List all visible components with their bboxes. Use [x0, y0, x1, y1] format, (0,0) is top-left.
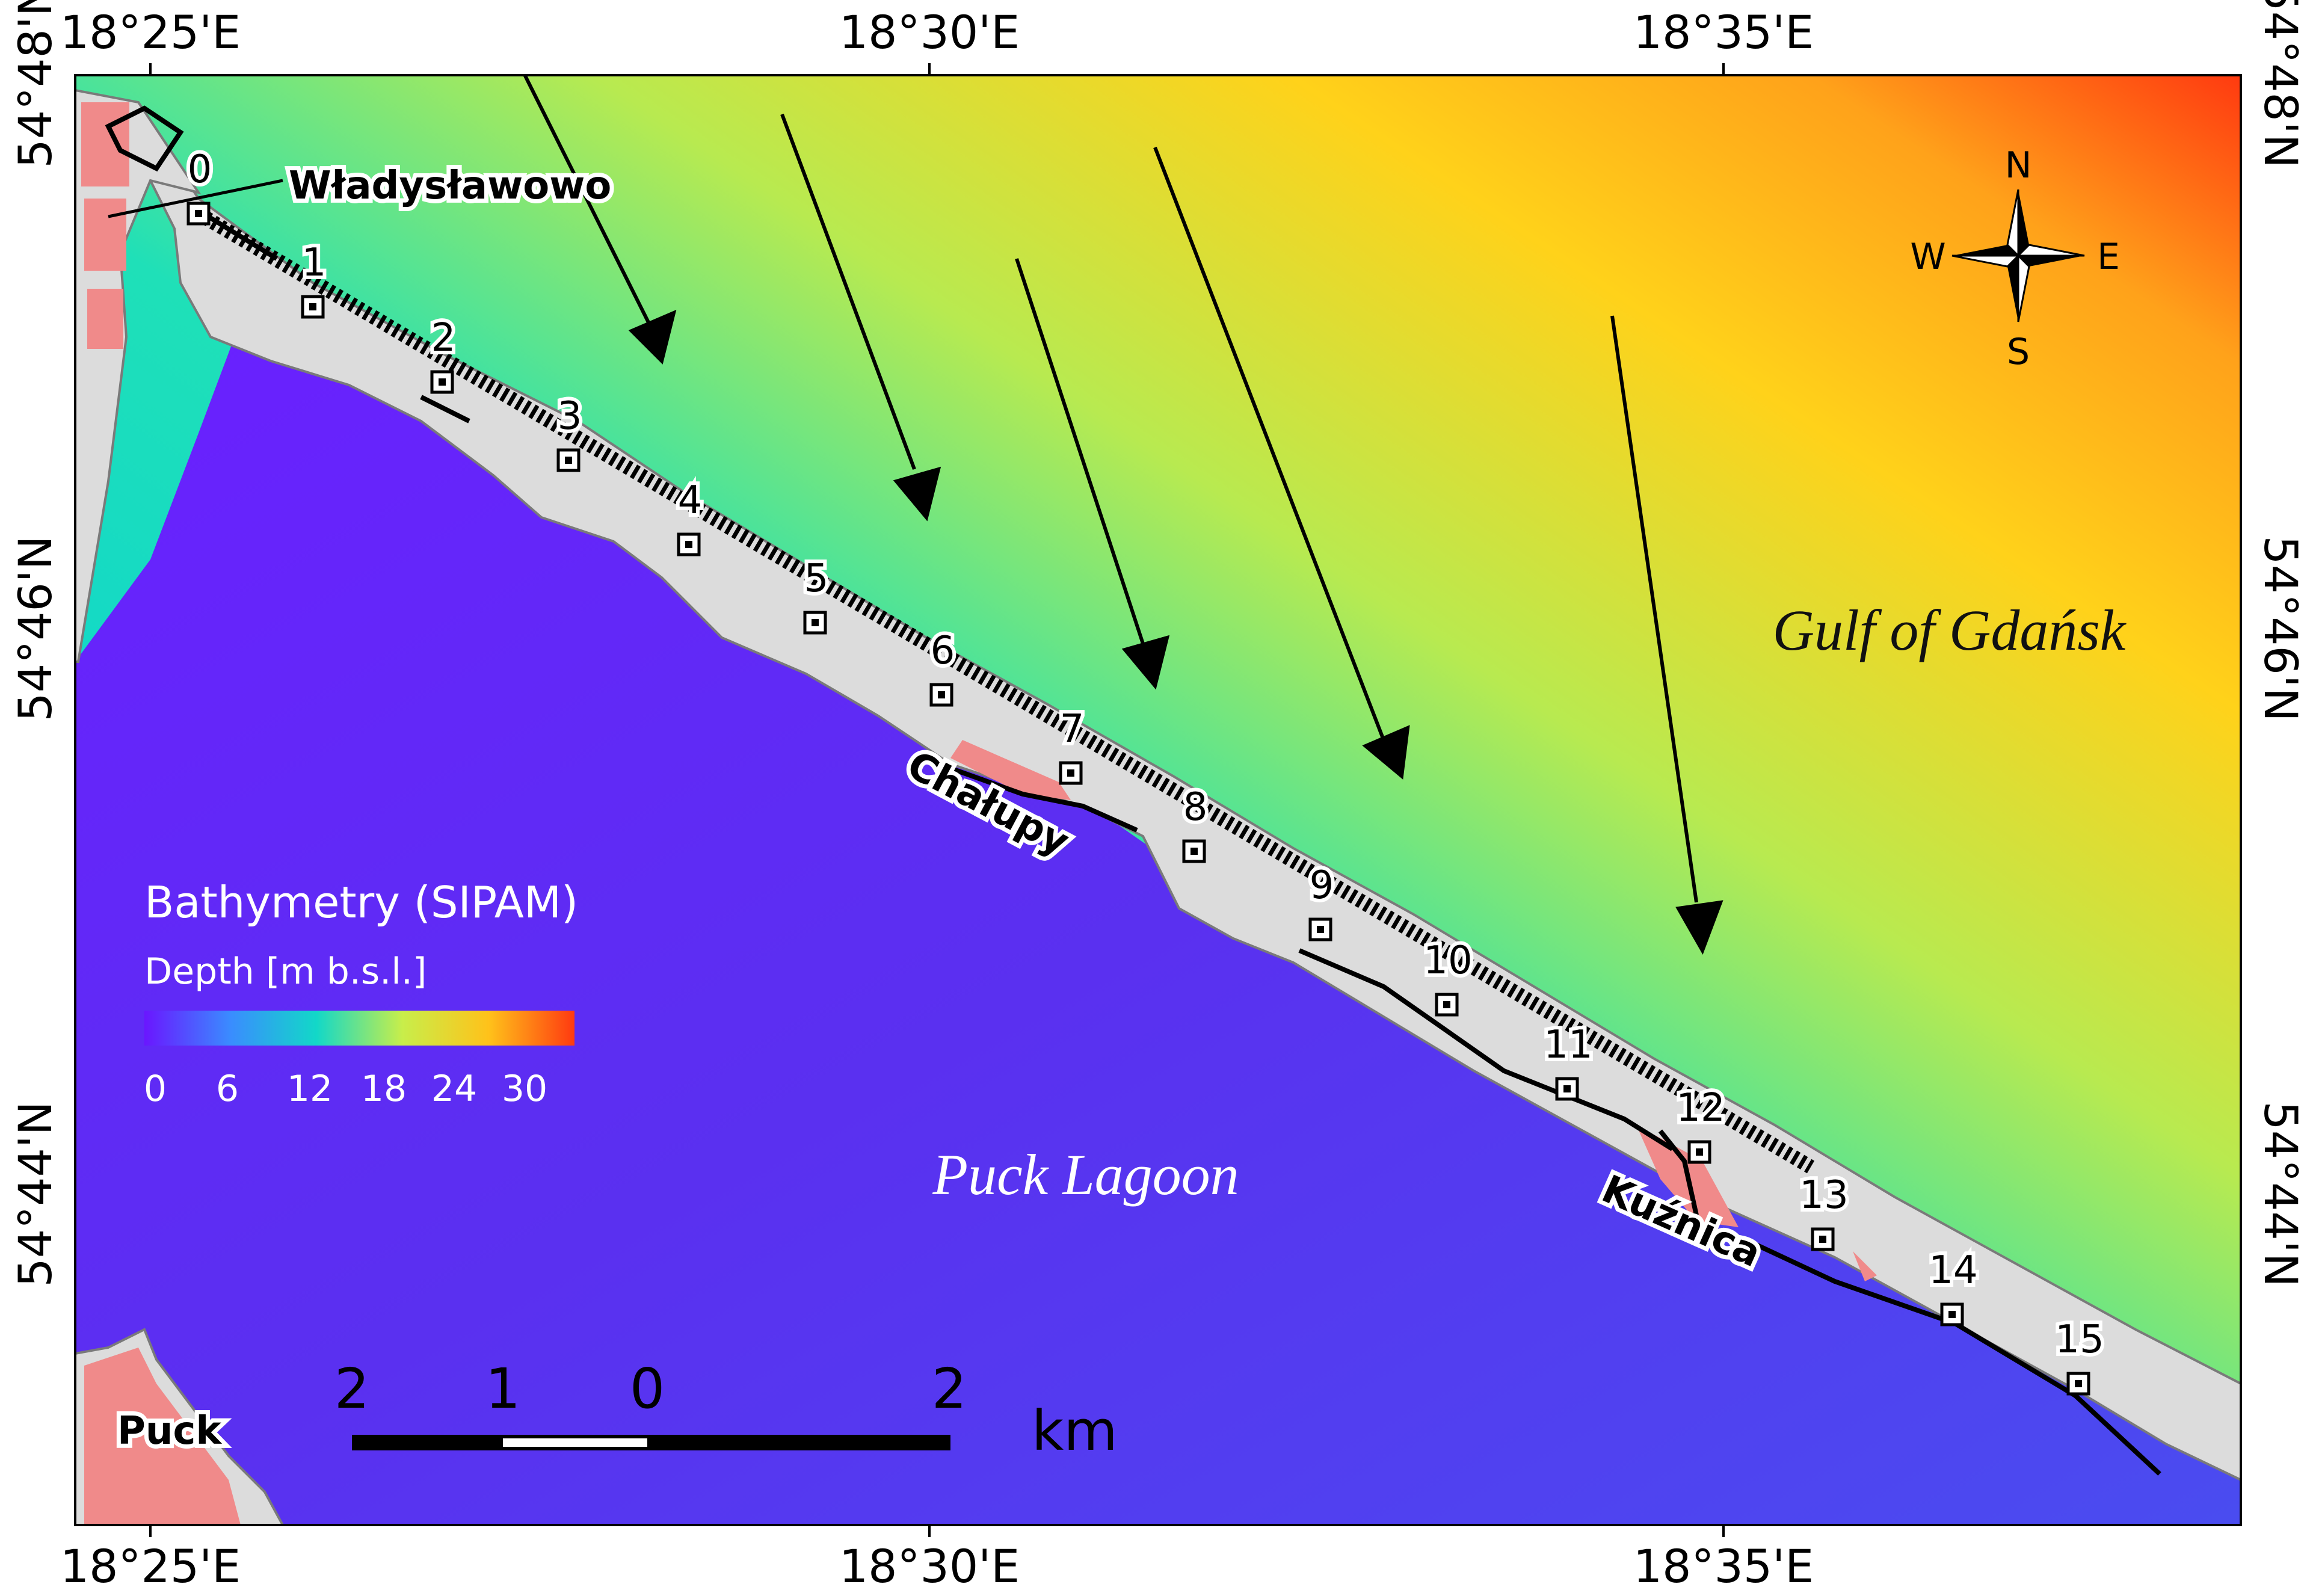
legend-tick-label: 6: [216, 1068, 239, 1110]
compass-rose: N S E W: [1910, 144, 2120, 373]
legend-tick-label: 0: [144, 1068, 167, 1110]
scale-unit: km: [1032, 1399, 1118, 1463]
top-lon-2: 18°30'E: [839, 5, 1020, 59]
profile-label: 9: [1310, 863, 1334, 908]
profile-label: 5: [804, 556, 829, 601]
bottom-lon-1: 18°25'E: [60, 1539, 241, 1593]
label-wladyslawowo: Władysławowo: [289, 164, 611, 208]
scale-label: 2: [334, 1357, 370, 1421]
profile-marker-dot: [2075, 1380, 2082, 1387]
left-lat-1: 54°48'N: [8, 0, 62, 168]
profile-marker-dot: [565, 457, 572, 464]
profile-label: 0: [188, 147, 212, 192]
profile-marker-dot: [685, 541, 692, 548]
profile-marker-dot: [1191, 848, 1198, 855]
frame-ticks: [149, 63, 1725, 1537]
label-puck: Puck: [117, 1409, 222, 1453]
compass-e: E: [2097, 236, 2120, 278]
compass-w: W: [1910, 236, 1945, 278]
profile-marker-dot: [1696, 1148, 1703, 1156]
profile-marker: [301, 295, 325, 319]
map-frame: [74, 74, 2242, 1526]
profile-marker-dot: [195, 210, 202, 217]
hel-spit: [75, 88, 2241, 1482]
profile-marker-dot: [439, 378, 446, 386]
right-lat-2: 54°46'N: [2254, 535, 2304, 721]
profile-label: 7: [1060, 707, 1085, 751]
profile-label: 6: [931, 629, 955, 673]
legend-colorbar: [144, 1011, 574, 1046]
profile-label: 12: [1676, 1086, 1725, 1130]
profile-marker: [929, 683, 953, 707]
legend-subtitle: Depth [m b.s.l.]: [144, 951, 427, 993]
legend-tick-label: 18: [361, 1068, 407, 1110]
profile-label: 11: [1544, 1023, 1592, 1067]
profile-beach-line: [194, 207, 1815, 1174]
right-lat-3: 54°44'N: [2254, 1101, 2304, 1287]
profile-label: 2: [431, 316, 456, 360]
top-lon-3: 18°35'E: [1633, 5, 1814, 59]
profile-marker-dot: [1563, 1085, 1571, 1092]
top-lon-1: 18°25'E: [60, 5, 241, 59]
left-lat-3: 54°44'N: [8, 1101, 62, 1287]
label-gulf: Gulf of Gdańsk: [1773, 598, 2127, 662]
lagoon-water: [75, 337, 2241, 1525]
profile-marker-dot: [1443, 1001, 1450, 1008]
right-lat-1: 54°48'N: [2254, 0, 2304, 168]
scale-label: 1: [485, 1357, 521, 1421]
profile-marker-dot: [1819, 1236, 1826, 1243]
wladyslawowo-leader: [108, 179, 283, 218]
label-lagoon: Puck Lagoon: [932, 1142, 1239, 1207]
profile-label: 14: [1929, 1248, 1977, 1293]
profile-marker: [186, 202, 211, 226]
profile-marker-dot: [309, 303, 316, 310]
scale-label: 0: [630, 1357, 665, 1421]
left-lat-2: 54°46'N: [8, 535, 62, 721]
profile-label: 1: [302, 241, 327, 285]
profile-marker-dot: [1317, 926, 1324, 933]
legend-tick-label: 24: [431, 1068, 477, 1110]
bottom-lon-3: 18°35'E: [1633, 1539, 1814, 1593]
bottom-lon-2: 18°30'E: [839, 1539, 1020, 1593]
profile-label: 10: [1423, 938, 1472, 983]
bathymetry-legend: Bathymetry (SIPAM) Depth [m b.s.l.] 0 6 12…: [144, 877, 578, 1110]
profile-marker-dot: [1067, 769, 1074, 777]
compass-s: S: [2007, 331, 2030, 373]
profile-marker-dot: [812, 619, 819, 626]
scale-bar: 2 1 0 2 km: [334, 1357, 1118, 1463]
profile-label: 3: [558, 394, 582, 439]
legend-title: Bathymetry (SIPAM): [144, 877, 578, 928]
map-body: [75, 75, 2241, 1525]
scale-bar-segment: [503, 1438, 647, 1447]
profile-label: 13: [1799, 1173, 1848, 1218]
profile-label: 4: [678, 478, 703, 523]
profile-marker: [1555, 1077, 1579, 1101]
profile-marker-dot: [1948, 1311, 1956, 1318]
current-arrows: [523, 75, 1723, 955]
profile-label: 8: [1183, 785, 1208, 830]
scale-label: 2: [932, 1357, 967, 1421]
compass-n: N: [2005, 144, 2032, 186]
profile-marker-dot: [938, 691, 945, 698]
legend-tick-label: 30: [502, 1068, 547, 1110]
puck-urban: [84, 1348, 241, 1525]
scale-bar-body: [352, 1435, 950, 1450]
profile-label: 15: [2055, 1317, 2104, 1362]
legend-tick-label: 12: [287, 1068, 333, 1110]
